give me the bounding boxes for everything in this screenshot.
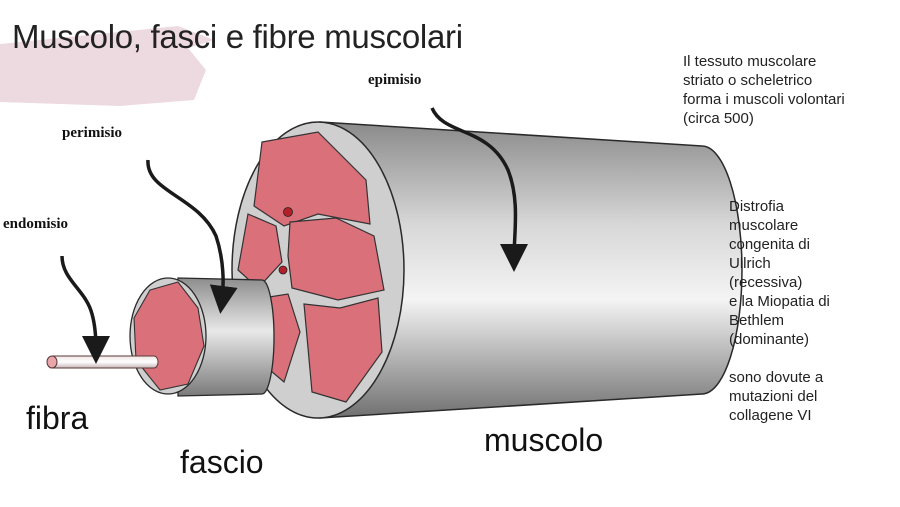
- slide-title: Muscolo, fasci e fibre muscolari: [12, 18, 463, 55]
- intro-note-line: Il tessuto muscolare: [683, 53, 817, 70]
- epimisio-arrow: [430, 107, 529, 272]
- fiber-end: [46, 355, 58, 369]
- fiber-rod: [51, 355, 159, 369]
- disease-note-line: (recessiva): [729, 274, 803, 291]
- fascicle-cylinder-body: [177, 277, 275, 397]
- disease-note-line: Distrofia: [729, 198, 785, 215]
- disease-note-line: muscolare: [729, 217, 799, 234]
- label-epimisio: epimisio: [368, 72, 421, 88]
- disease-note-line: congenita di: [729, 236, 810, 253]
- muscle-cylinder-body: [319, 121, 743, 419]
- intro-note-line: (circa 500): [683, 110, 754, 127]
- part-label-fascio: fascio: [180, 444, 264, 480]
- intro-note: Il tessuto muscolare striato o scheletri…: [683, 52, 845, 128]
- endomisio-arrow: [60, 255, 110, 364]
- label-endomisio: endomisio: [3, 216, 68, 232]
- part-label-muscolo: muscolo: [484, 422, 604, 458]
- perimisio-arrow: [146, 159, 238, 314]
- blood-vessel: [283, 207, 293, 217]
- blood-vessel: [278, 265, 288, 275]
- disease-note-line: (dominante): [729, 331, 810, 348]
- cause-note-line: collagene VI: [729, 407, 812, 424]
- part-label-fibra: fibra: [26, 400, 89, 436]
- intro-note-line: striato o scheletrico: [683, 72, 813, 89]
- disease-note-line: Bethlem: [729, 312, 785, 329]
- disease-note: Distrofia muscolare congenita di Ullrich…: [729, 197, 830, 425]
- cause-note-line: mutazioni del: [729, 388, 818, 405]
- intro-note-line: forma i muscoli volontari: [683, 91, 845, 108]
- pink-brush-stroke: [0, 26, 214, 106]
- disease-note-line: Ullrich: [729, 255, 771, 272]
- cause-note-line: sono dovute a: [729, 369, 824, 386]
- label-perimisio: perimisio: [62, 125, 122, 141]
- disease-note-line: e la Miopatia di: [729, 293, 830, 310]
